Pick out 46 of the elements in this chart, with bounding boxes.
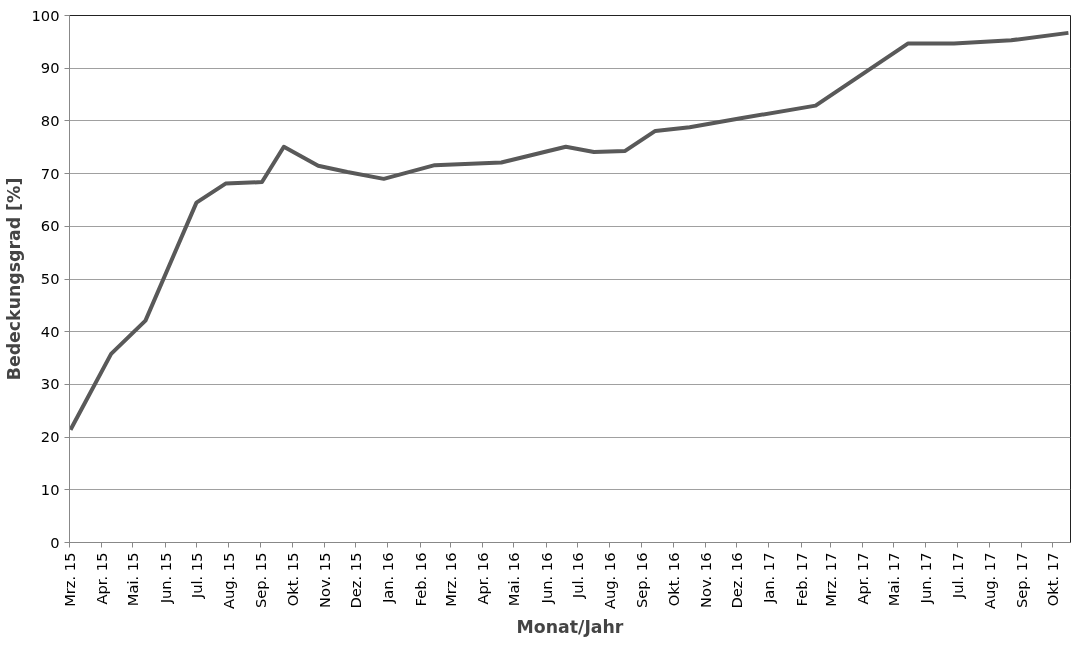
y-tick-label: 100: [31, 6, 60, 24]
x-tick-label: Aug. 16: [601, 552, 619, 610]
x-tick-label: Dez. 15: [347, 552, 365, 609]
y-tick-label: 0: [50, 533, 60, 551]
x-tick-label: Sep. 17: [1013, 552, 1031, 609]
y-tick-label: 20: [40, 428, 60, 446]
x-tick-label: Nov. 16: [696, 552, 714, 608]
x-tick-label: Jul. 16: [568, 552, 586, 600]
x-tick-label: Aug. 17: [980, 552, 998, 610]
x-tick-label: Apr. 15: [93, 552, 111, 605]
y-tick-label: 60: [40, 217, 60, 235]
y-tick-label: 30: [40, 375, 60, 393]
x-tick-label: Nov. 15: [315, 552, 333, 608]
x-tick-label: Mai. 16: [505, 552, 523, 607]
x-tick-label: Apr. 16: [474, 552, 492, 605]
x-tick-label: Jun. 16: [537, 552, 555, 605]
x-tick-label: Mai. 15: [124, 552, 142, 607]
x-tick-label: Jan. 17: [760, 552, 778, 605]
x-tick-label: Okt. 16: [664, 552, 682, 607]
x-tick-label: Jun. 15: [156, 552, 174, 605]
x-axis-title: Monat/Jahr: [516, 617, 624, 638]
y-tick-label: 80: [40, 111, 60, 129]
x-tick-label: Aug. 15: [220, 552, 238, 610]
x-tick-label: Mai. 17: [885, 552, 903, 607]
x-tick-label: Dez. 16: [727, 552, 745, 609]
x-tick-label: Jul. 17: [948, 552, 966, 600]
x-tick-label: Mrz. 16: [441, 552, 459, 607]
x-tick-label: Sep. 15: [252, 552, 270, 609]
y-tick-label: 90: [40, 59, 60, 77]
x-tick-label: Feb. 16: [411, 552, 429, 607]
x-tick-label: Mrz. 17: [821, 552, 839, 607]
y-tick-label: 10: [40, 480, 60, 498]
y-tick-label: 40: [40, 322, 60, 340]
x-tick-label: Okt. 17: [1044, 552, 1062, 607]
y-tick-label: 50: [40, 270, 60, 287]
x-tick-label: Jul. 15: [187, 552, 205, 600]
x-tick-label: Apr. 17: [853, 552, 871, 605]
x-tick-label: Okt. 15: [283, 552, 301, 607]
x-tick-label: Jun. 17: [917, 552, 935, 605]
y-tick-label: 70: [40, 164, 60, 182]
x-tick-label: Feb. 17: [792, 552, 810, 607]
y-axis-title: Bedeckungsgrad [%]: [3, 177, 24, 381]
x-tick-label: Sep. 16: [633, 552, 651, 609]
line-series: [69, 30, 1071, 432]
x-tick-label: Mrz. 15: [61, 552, 78, 607]
x-tick-label: Jan. 16: [379, 552, 397, 605]
